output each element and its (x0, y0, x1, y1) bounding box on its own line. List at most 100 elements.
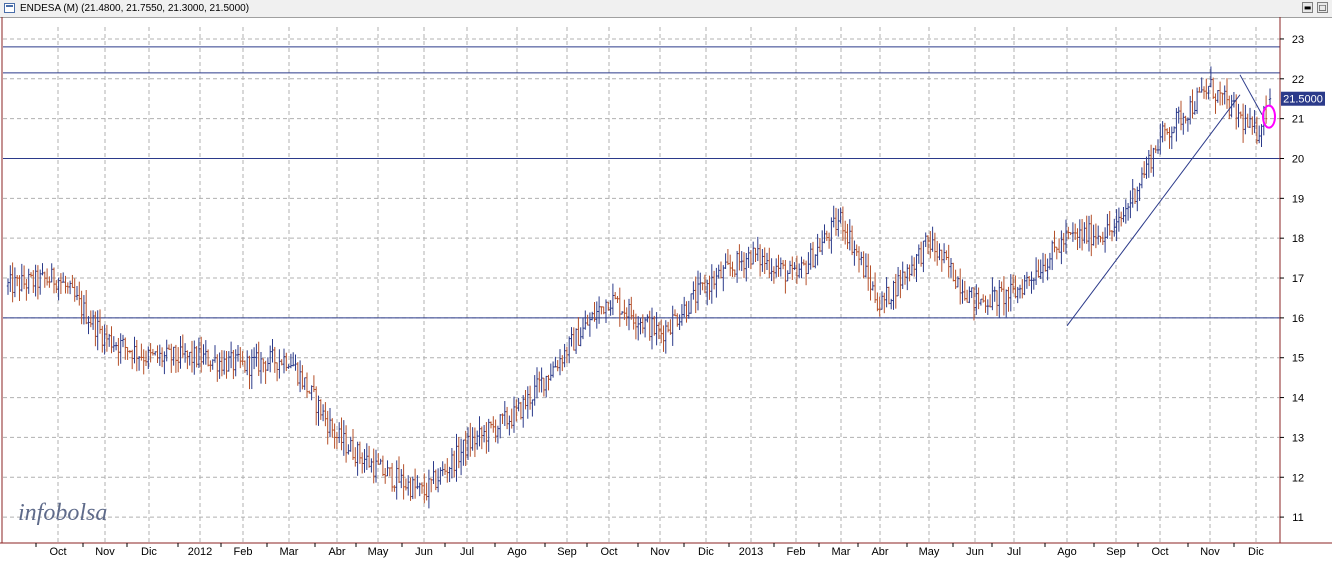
ohlc-bar (1080, 218, 1084, 251)
ohlc-bar (248, 355, 251, 390)
ohlc-bar (906, 264, 909, 291)
ohlc-bar (664, 320, 667, 354)
ohlc-bar (409, 477, 412, 501)
ohlc-bar (1186, 117, 1190, 132)
ohlc-bar (1191, 89, 1194, 119)
ohlc-bar (768, 247, 771, 278)
ohlc-bar (855, 244, 858, 257)
ohlc-bar (931, 226, 934, 252)
ohlc-bar (342, 420, 345, 456)
ohlc-bar (701, 282, 704, 291)
ohlc-bar (131, 349, 134, 370)
ohlc-bar (597, 296, 601, 324)
minimize-button[interactable]: ▬ (1302, 2, 1313, 13)
ohlc-bar (20, 263, 23, 292)
ohlc-bar (25, 278, 28, 301)
ohlc-bar (301, 365, 304, 390)
ohlc-bar (181, 334, 184, 359)
x-tick-label: Feb (787, 546, 806, 558)
trendlines (1066, 74, 1276, 327)
ohlc-bar (795, 255, 799, 285)
ohlc-bar (464, 430, 467, 467)
ohlc-bar (975, 284, 978, 315)
x-tick-label: Sep (557, 546, 577, 558)
ohlc-bar (432, 461, 435, 484)
maximize-button[interactable]: □ (1317, 2, 1328, 13)
ohlc-bar (420, 482, 424, 494)
ohlc-bar (857, 246, 861, 273)
ohlc-bar (1113, 218, 1116, 237)
x-tick-label: Nov (1200, 546, 1220, 558)
ohlc-bar (374, 449, 378, 483)
ohlc-bar (1099, 235, 1102, 243)
ohlc-bar (271, 339, 274, 363)
y-tick-label: 20 (1292, 153, 1304, 165)
ohlc-bar (740, 251, 743, 272)
ohlc-bar (188, 351, 191, 366)
ohlc-bar (390, 462, 394, 492)
ohlc-bar (570, 327, 573, 347)
ohlc-bar (1126, 203, 1130, 221)
ohlc-bar (1078, 219, 1081, 249)
ohlc-bar (846, 223, 849, 250)
ohlc-bar (591, 311, 594, 321)
ohlc-bar (761, 249, 764, 272)
ohlc-bar (878, 296, 881, 317)
ohlc-bar (862, 251, 865, 279)
ohlc-bar (195, 346, 198, 368)
ohlc-bar (492, 416, 495, 433)
ohlc-bar (218, 352, 221, 379)
ohlc-bar (96, 310, 99, 351)
ohlc-bar (213, 345, 217, 363)
x-tick-label: May (368, 546, 389, 558)
x-tick-label: Jun (415, 546, 433, 558)
price-bars (6, 66, 1272, 509)
ohlc-bar (241, 351, 244, 366)
ohlc-bar (646, 314, 649, 323)
ohlc-bar (956, 276, 960, 288)
ohlc-bar (1136, 186, 1139, 212)
ohlc-bar (379, 458, 382, 465)
ohlc-bar (694, 276, 697, 314)
ohlc-bar (793, 262, 796, 271)
ohlc-bar (103, 324, 106, 355)
ohlc-bar (945, 250, 948, 261)
ohlc-bar (703, 274, 707, 294)
ohlc-bar (1143, 161, 1146, 179)
ohlc-bar (593, 301, 596, 322)
ohlc-bar (531, 399, 534, 417)
ohlc-bar (1251, 116, 1254, 135)
ohlc-bar (611, 283, 615, 316)
ohlc-bar (765, 252, 769, 270)
ohlc-bar (625, 307, 628, 326)
ohlc-bar (1057, 238, 1061, 253)
ohlc-bar (1207, 85, 1210, 100)
ohlc-bar (763, 247, 766, 275)
ohlc-bar (1000, 281, 1003, 292)
window-title: ENDESA (M) (21.4800, 21.7550, 21.3000, 2… (20, 3, 250, 14)
ohlc-bar (1228, 95, 1231, 120)
x-tick-label: 2013 (739, 546, 763, 558)
ohlc-bar (393, 485, 396, 492)
ohlc-bar (1182, 112, 1185, 135)
ohlc-bar (269, 345, 272, 373)
ohlc-bar (1246, 113, 1249, 128)
ohlc-bar (1074, 223, 1077, 241)
x-tick-label: Dic (698, 546, 714, 558)
last-price-label: 21.5000 (1283, 94, 1323, 106)
ohlc-bar (41, 263, 44, 276)
ohlc-bar (1014, 275, 1017, 299)
ohlc-bar (384, 467, 387, 484)
ohlc-bar (89, 310, 92, 328)
ohlc-bar (450, 448, 454, 479)
ohlc-bar (535, 367, 539, 399)
ohlc-bar (494, 419, 497, 443)
ohlc-bar (101, 325, 104, 353)
x-tick-label: Mar (832, 546, 851, 558)
ohlc-bar (556, 360, 559, 372)
price-chart[interactable]: 11 12 13 14 15 16 17 18 19 20 21 22 23 Oct Nov Dic 2012 F… (0, 17, 1332, 561)
ohlc-bar (510, 408, 513, 429)
ohlc-bar (303, 377, 306, 390)
ohlc-bar (685, 301, 688, 323)
ohlc-bar (229, 341, 233, 369)
